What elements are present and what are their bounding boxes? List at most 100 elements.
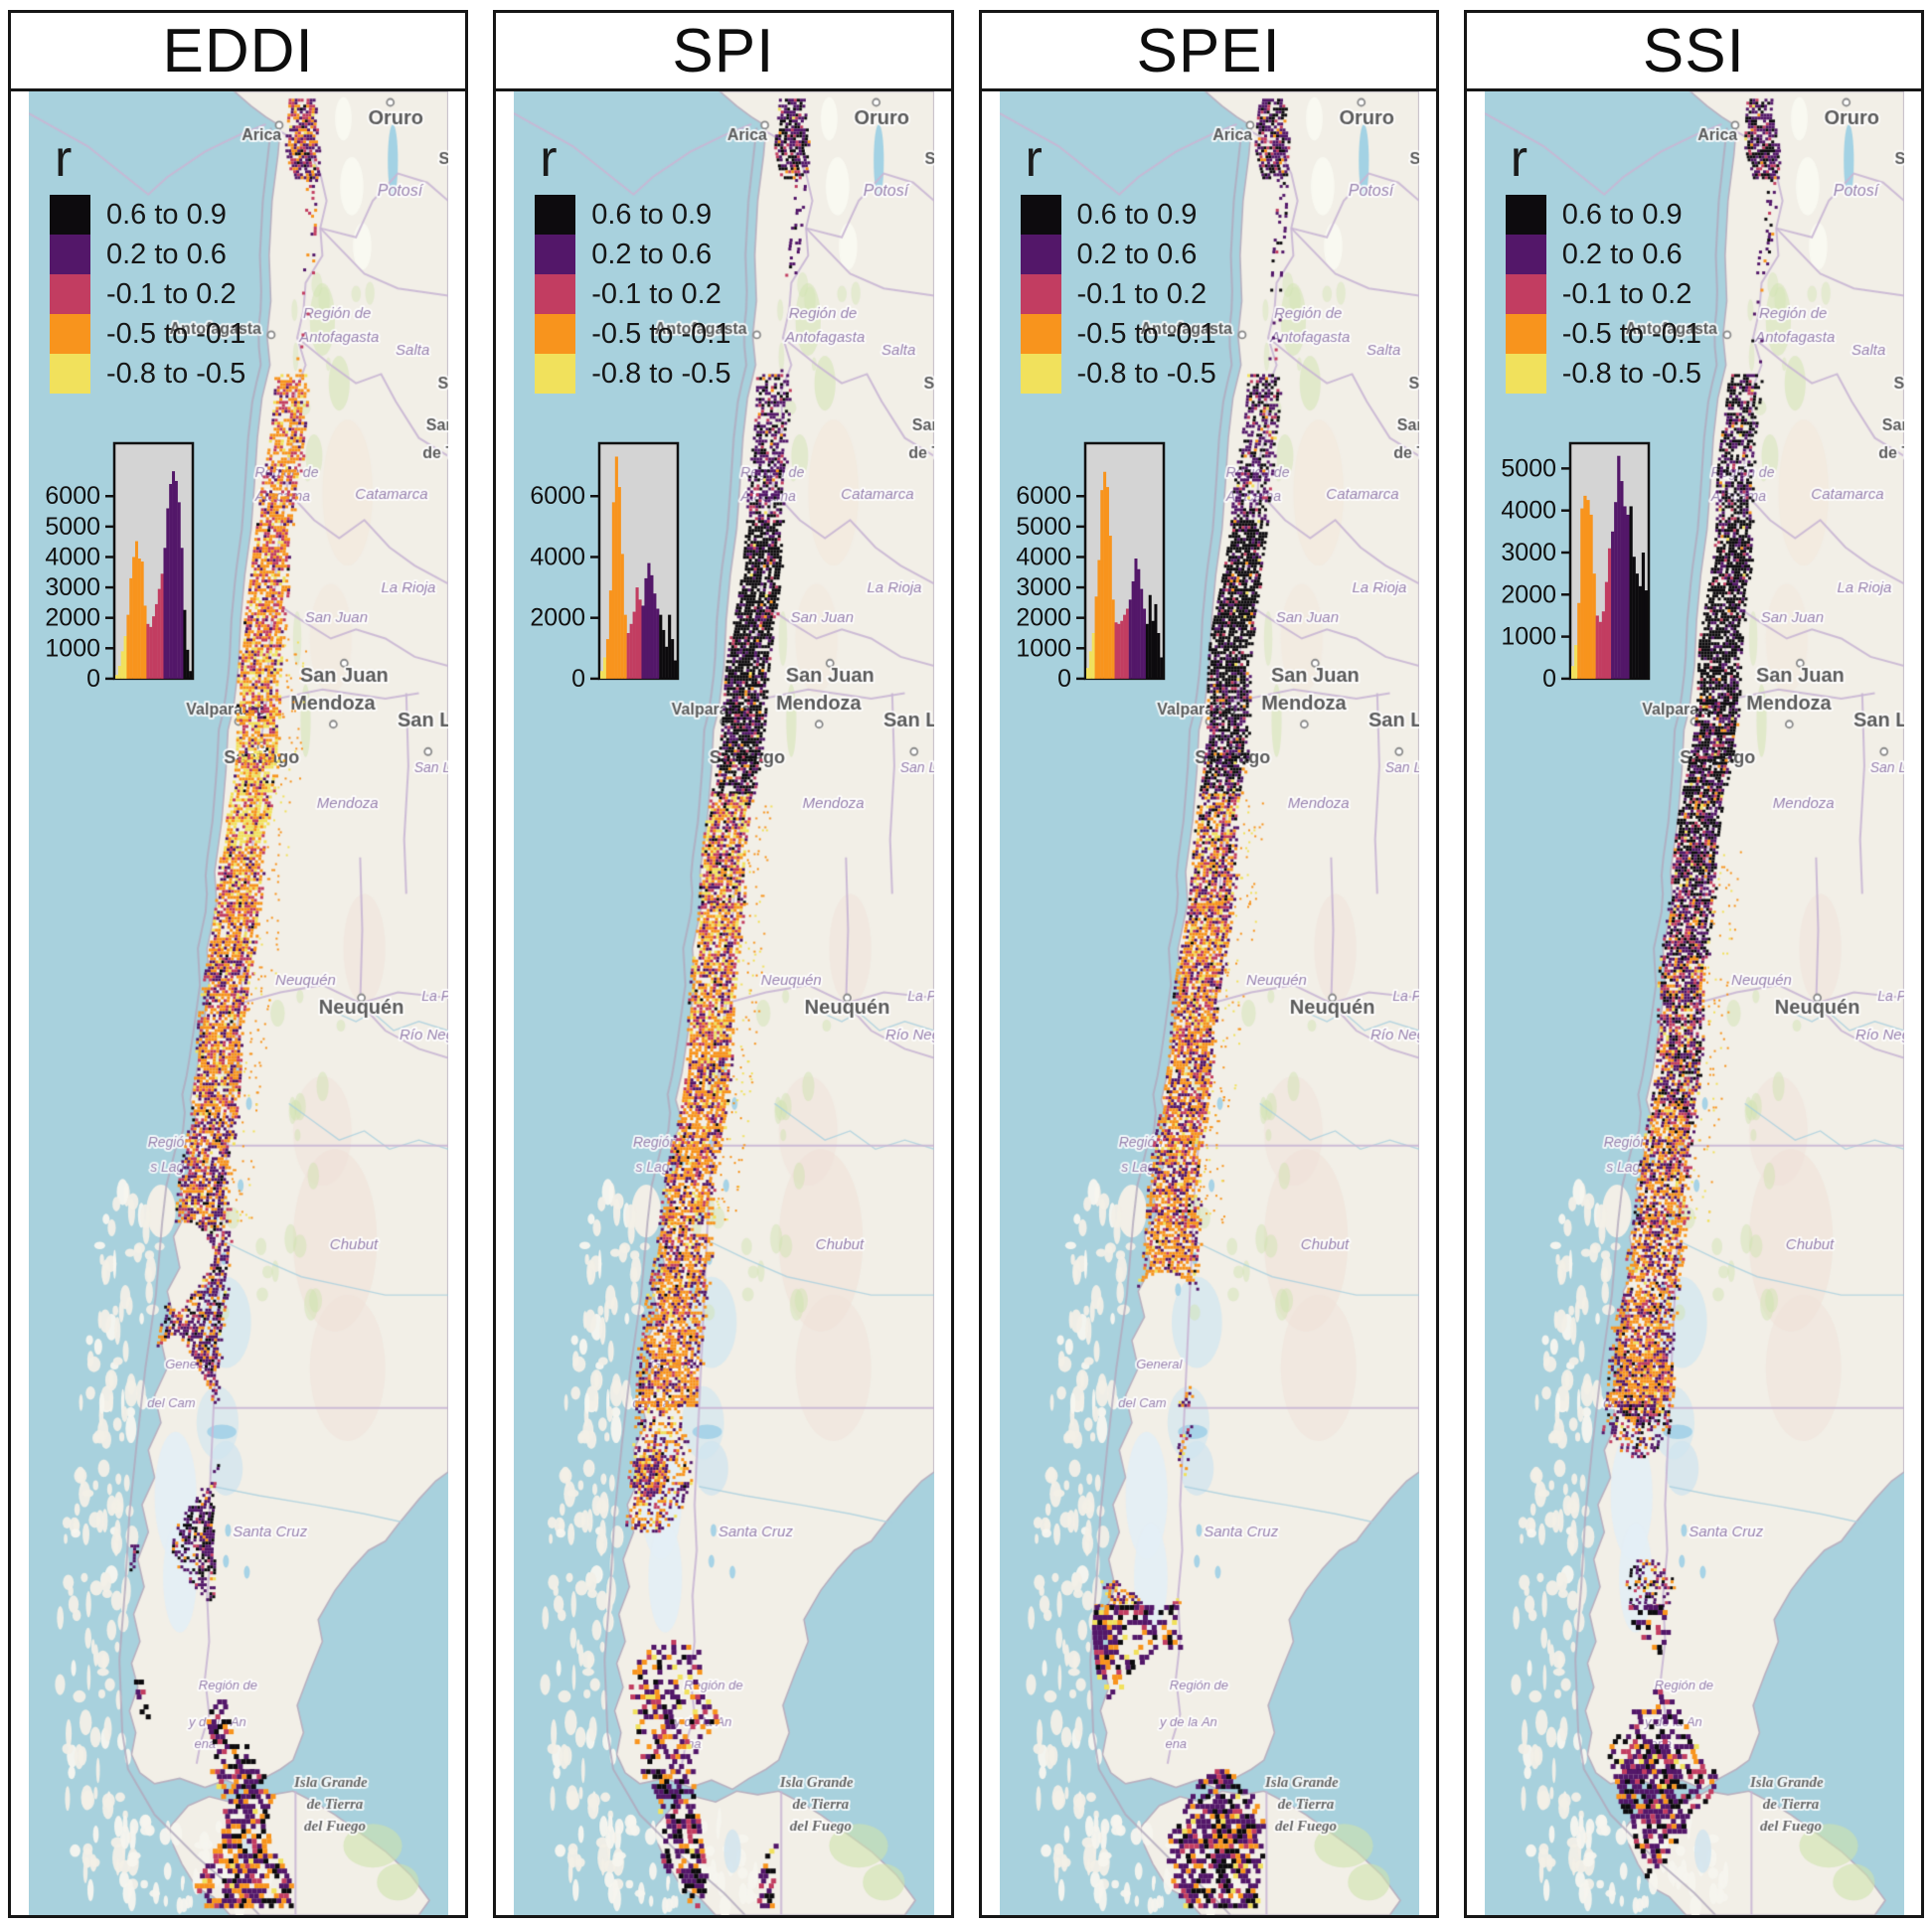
legend-item: -0.8 to -0.5 <box>535 354 731 394</box>
hist-bar <box>1142 608 1146 679</box>
legend-class-label: 0.6 to 0.9 <box>106 198 227 231</box>
legend-item: -0.1 to 0.2 <box>50 274 245 314</box>
legend-swatch <box>1020 274 1061 314</box>
hist-tick-label: 5000 <box>1016 513 1071 541</box>
hist-bar <box>1088 650 1092 679</box>
hist-bar <box>1573 644 1578 679</box>
hist-bar <box>1151 620 1155 679</box>
panel-title-text: SPEI <box>1136 16 1281 85</box>
map-canvas-spei <box>999 91 1419 1915</box>
hist-bar <box>629 623 633 679</box>
legend-title: r <box>1025 130 1043 188</box>
hist-bar <box>117 665 121 679</box>
hist-bar <box>1586 499 1590 679</box>
legend-class-label: 0.2 to 0.6 <box>106 238 227 270</box>
hist-bar <box>1613 501 1618 679</box>
hist-bar <box>603 657 607 679</box>
hist-bar <box>638 598 642 679</box>
legend-class-label: -0.8 to -0.5 <box>591 357 731 390</box>
hist-bar <box>152 615 156 679</box>
panel-title-ssi: SSI <box>1466 13 1921 91</box>
hist-bar <box>1159 657 1163 679</box>
hist-bar <box>169 483 173 679</box>
hist-bar <box>126 614 130 679</box>
legend-item: 0.2 to 0.6 <box>1020 235 1216 274</box>
legend-class-label: -0.5 to -0.1 <box>106 317 246 350</box>
hist-bar <box>183 609 187 679</box>
hist-bar <box>157 588 161 679</box>
hist-tick-label: 1000 <box>45 634 100 662</box>
hist-bar <box>134 541 138 679</box>
legend-item: -0.1 to 0.2 <box>1505 274 1701 314</box>
map-area-spi: r 0.6 to 0.9 0.2 to 0.6 -0.1 to 0.2 -0.5 to… <box>514 91 934 1915</box>
hist-bar <box>1570 665 1574 679</box>
legend-class-label: -0.1 to 0.2 <box>591 277 722 310</box>
correlation-legend: r 0.6 to 0.9 0.2 to 0.6 -0.1 to 0.2 -0.5 to… <box>50 133 245 394</box>
legend-class-label: -0.8 to -0.5 <box>106 357 246 390</box>
legend-item: -0.5 to -0.1 <box>1505 314 1701 354</box>
hist-bar <box>1105 486 1109 679</box>
hist-bar <box>650 574 654 679</box>
hist-bar <box>612 502 616 679</box>
panel-title-eddi: EDDI <box>11 13 466 91</box>
hist-tick-label: 2000 <box>1016 603 1071 631</box>
hist-tick-label: 3000 <box>1016 573 1071 601</box>
legend-title: r <box>1510 130 1529 188</box>
hist-bar <box>626 632 631 679</box>
hist-bar <box>174 480 178 679</box>
hist-bar <box>1641 552 1645 679</box>
hist-bar <box>1139 588 1143 679</box>
correlation-legend: r 0.6 to 0.9 0.2 to 0.6 -0.1 to 0.2 -0.5 to… <box>1020 130 1216 394</box>
hist-bar <box>1153 603 1157 679</box>
legend-swatch <box>50 274 90 314</box>
legend-swatch <box>1020 314 1061 354</box>
hist-tick-label: 6000 <box>1016 482 1071 510</box>
legend-class-label: 0.2 to 0.6 <box>1561 238 1683 270</box>
panel-title-text: SSI <box>1642 16 1745 85</box>
hist-bar <box>1125 608 1129 679</box>
hist-bar <box>1148 594 1152 679</box>
hist-tick-label: 4000 <box>1501 496 1556 524</box>
hist-bar <box>1145 623 1149 679</box>
hist-bar <box>618 486 622 679</box>
hist-tick-label: 6000 <box>531 482 586 510</box>
hist-bar <box>1598 621 1602 679</box>
map-canvas-spi <box>514 91 934 1915</box>
hist-bar <box>662 629 666 679</box>
hist-bar <box>180 547 184 679</box>
hist-bar <box>615 456 619 679</box>
panel-title-spei: SPEI <box>981 13 1436 91</box>
map-canvas-eddi <box>29 91 449 1915</box>
legend-item: -0.8 to -0.5 <box>1020 354 1216 394</box>
hist-bar <box>1604 581 1608 679</box>
hist-tick-label: 2000 <box>45 603 100 631</box>
hist-tick-label: 0 <box>571 665 585 693</box>
legend-item: 0.2 to 0.6 <box>1505 235 1701 274</box>
hist-bar <box>1644 589 1648 679</box>
legend-item: 0.6 to 0.9 <box>1505 195 1701 235</box>
panel-title-text: EDDI <box>162 16 314 85</box>
hist-bar <box>1114 621 1118 679</box>
hist-tick-label: 2000 <box>531 603 586 631</box>
legend-title: r <box>55 130 73 188</box>
hist-bar <box>1595 615 1599 679</box>
hist-bar <box>1616 455 1621 679</box>
hist-bar <box>1111 598 1115 679</box>
legend-item: -0.8 to -0.5 <box>1505 354 1701 394</box>
hist-bar <box>620 554 625 679</box>
hist-tick-label: 1000 <box>1501 622 1556 650</box>
legend-class-label: -0.1 to 0.2 <box>106 277 237 310</box>
hist-bar <box>1133 558 1137 679</box>
hist-bar <box>632 611 636 679</box>
legend-class-label: -0.1 to 0.2 <box>1561 277 1692 310</box>
legend-class-label: 0.6 to 0.9 <box>1561 198 1683 231</box>
hist-tick-label: 0 <box>86 665 100 693</box>
legend-item: 0.6 to 0.9 <box>535 195 730 235</box>
hist-bar <box>674 660 678 679</box>
legend-class-label: 0.6 to 0.9 <box>591 198 713 231</box>
legend-class-label: -0.5 to -0.1 <box>1076 317 1216 350</box>
hist-bar <box>1610 531 1615 679</box>
legend-items: 0.6 to 0.9 0.2 to 0.6 -0.1 to 0.2 -0.5 to -… <box>1020 195 1216 394</box>
hist-bar <box>1592 572 1596 679</box>
